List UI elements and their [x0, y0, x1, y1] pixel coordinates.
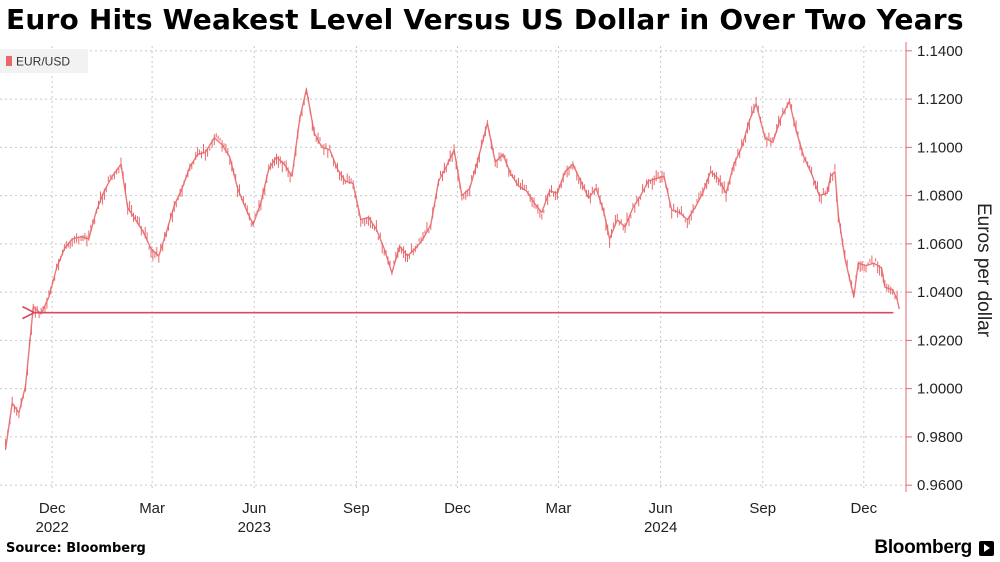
y-tick-label: 1.0000: [917, 381, 963, 398]
y-tick-label: 1.0200: [917, 332, 963, 349]
y-tick-label: 1.0600: [917, 236, 963, 253]
y-tick-label: 1.0400: [917, 284, 963, 301]
bloomberg-logo: Bloomberg: [874, 537, 972, 558]
legend-label: EUR/USD: [16, 55, 70, 69]
y-tick-label: 0.9600: [917, 477, 963, 494]
eurusd-series: [4, 87, 900, 451]
play-icon: [979, 541, 994, 556]
y-axis-label: Euros per dollar: [973, 203, 994, 338]
legend-box: [0, 49, 88, 73]
x-tick-label: Sep: [749, 500, 776, 517]
x-tick-label: Jun: [649, 500, 673, 517]
x-tick-label: Sep: [343, 500, 370, 517]
source-note: Source: Bloomberg: [6, 541, 146, 556]
y-tick-label: 0.9800: [917, 429, 963, 446]
y-tick-label: 1.1200: [917, 91, 963, 108]
x-tick-label: Jun: [242, 500, 266, 517]
x-axis: Dec 2022 Mar Jun 2023 Sep Dec Mar Jun 2024 Sep Dec: [35, 500, 877, 536]
series-line: [4, 88, 900, 450]
x-tick-label: Dec: [39, 500, 66, 517]
x-tick-label: Mar: [546, 500, 572, 517]
y-tick-label: 1.1400: [917, 43, 963, 60]
x-tick-year: 2022: [35, 519, 68, 536]
y-axis: 1.1400 1.1200 1.1000 1.0800 1.0600 1.0400 1.02…: [905, 42, 963, 494]
grid-lines: [0, 46, 906, 490]
y-tick-label: 1.1000: [917, 139, 963, 156]
chart-title: Euro Hits Weakest Level Versus US Dollar…: [6, 3, 964, 36]
x-tick-year: 2024: [644, 519, 677, 536]
x-tick-label: Mar: [139, 500, 165, 517]
x-tick-year: 2023: [238, 519, 271, 536]
y-tick-label: 1.0800: [917, 188, 963, 205]
legend-swatch: [6, 56, 12, 66]
x-tick-label: Dec: [850, 500, 877, 517]
x-tick-label: Dec: [444, 500, 471, 517]
legend: EUR/USD: [0, 49, 88, 73]
